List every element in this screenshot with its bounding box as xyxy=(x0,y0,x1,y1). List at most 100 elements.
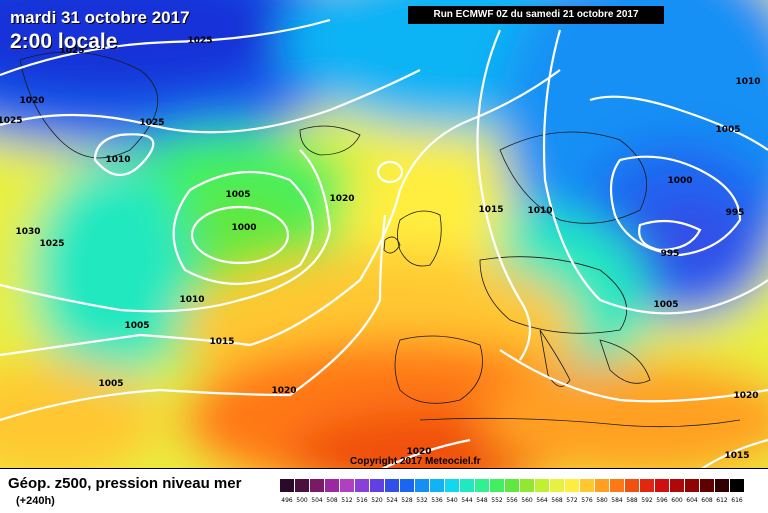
isobar-label: 1000 xyxy=(667,176,692,186)
isobar-label: 1005 xyxy=(98,379,123,389)
legend-value: 540 xyxy=(446,497,458,504)
legend-swatch xyxy=(310,479,324,492)
legend-value: 588 xyxy=(626,497,638,504)
legend-value: 512 xyxy=(341,497,353,504)
legend-value: 596 xyxy=(656,497,668,504)
isobar-label: 1030 xyxy=(15,227,40,237)
legend-swatch xyxy=(730,479,744,492)
isobar-label: 1000 xyxy=(231,223,256,233)
isobar-labels: 1025 1025 1020 1025 1025 1010 1005 1020 1000 1030… xyxy=(0,36,761,461)
legend-swatch xyxy=(445,479,459,492)
isobar-label: 1010 xyxy=(105,155,130,165)
legend-value: 580 xyxy=(596,497,608,504)
legend-value: 560 xyxy=(521,497,533,504)
isobar-label: 1020 xyxy=(271,386,296,396)
legend-swatch xyxy=(565,479,579,492)
legend-swatch xyxy=(475,479,489,492)
legend-value: 604 xyxy=(686,497,698,504)
isobar-label: 1005 xyxy=(124,321,149,331)
legend-swatch xyxy=(535,479,549,492)
isobar-label: 1015 xyxy=(724,451,749,461)
legend-value: 612 xyxy=(716,497,728,504)
legend-swatch xyxy=(415,479,429,492)
legend-value: 524 xyxy=(386,497,398,504)
field-title: Géop. z500, pression niveau mer xyxy=(8,475,242,492)
map-field: 1025 1025 1020 1025 1025 1010 1005 1020 1000 1030… xyxy=(0,0,768,468)
legend-value: 608 xyxy=(701,497,713,504)
legend-swatch xyxy=(400,479,414,492)
isobar-label: 1005 xyxy=(225,190,250,200)
legend-swatch xyxy=(490,479,504,492)
isobar-label: 1010 xyxy=(527,206,552,216)
legend-swatch xyxy=(640,479,654,492)
isobar-label: 995 xyxy=(661,249,680,259)
legend-swatch xyxy=(520,479,534,492)
isobar-label: 1020 xyxy=(406,447,431,457)
map-footer: Géop. z500, pression niveau mer (+240h) … xyxy=(0,468,768,513)
legend-swatch xyxy=(325,479,339,492)
isobar-label: 1025 xyxy=(0,116,23,126)
legend-value: 572 xyxy=(566,497,578,504)
legend-value: 496 xyxy=(281,497,293,504)
legend-value: 508 xyxy=(326,497,338,504)
isobar-lines xyxy=(0,18,768,468)
legend-swatch xyxy=(580,479,594,492)
model-run-label: Run ECMWF 0Z du samedi 21 octobre 2017 xyxy=(408,6,664,24)
legend-value: 504 xyxy=(311,497,323,504)
legend-swatch xyxy=(700,479,714,492)
isobar-label: 1015 xyxy=(209,337,234,347)
legend-value: 600 xyxy=(671,497,683,504)
legend-swatch xyxy=(370,479,384,492)
legend-swatch xyxy=(610,479,624,492)
legend-swatch xyxy=(430,479,444,492)
forecast-time: 2:00 locale xyxy=(10,30,118,53)
isobar-label: 1020 xyxy=(19,96,44,106)
legend-value: 556 xyxy=(506,497,518,504)
legend-swatch xyxy=(595,479,609,492)
isobar-label: 1010 xyxy=(735,77,760,87)
legend-value: 520 xyxy=(371,497,383,504)
legend-value: 536 xyxy=(431,497,443,504)
legend-value: 532 xyxy=(416,497,428,504)
legend-swatch xyxy=(655,479,669,492)
isobar-label: 1005 xyxy=(653,300,678,310)
isobar-label: 1015 xyxy=(478,205,503,215)
legend-swatch xyxy=(295,479,309,492)
legend-swatch xyxy=(385,479,399,492)
isobar-label: 1025 xyxy=(39,239,64,249)
legend-swatch xyxy=(715,479,729,492)
legend-value: 568 xyxy=(551,497,563,504)
legend-value: 564 xyxy=(536,497,548,504)
isobar-label: 1025 xyxy=(59,46,84,56)
lead-time: (+240h) xyxy=(16,495,55,507)
legend-swatch xyxy=(460,479,474,492)
isobar-label: 1010 xyxy=(179,295,204,305)
legend-swatch xyxy=(685,479,699,492)
legend-swatch xyxy=(280,479,294,492)
coastlines xyxy=(19,51,741,428)
legend-swatch xyxy=(625,479,639,492)
isobar-label: 995 xyxy=(726,208,745,218)
legend-value: 584 xyxy=(611,497,623,504)
color-legend: 496 500 504 508 512 516 520 524 528 532 536 540 544 5… xyxy=(280,479,744,504)
legend-value: 500 xyxy=(296,497,308,504)
legend-swatch xyxy=(505,479,519,492)
isobar-label: 1005 xyxy=(715,125,740,135)
isobar-label: 1025 xyxy=(187,36,212,46)
isobar-label: 1020 xyxy=(329,194,354,204)
legend-value: 544 xyxy=(461,497,473,504)
legend-value: 528 xyxy=(401,497,413,504)
legend-value: 616 xyxy=(731,497,743,504)
forecast-date: mardi 31 octobre 2017 xyxy=(10,8,190,27)
geopotential-field xyxy=(0,0,768,468)
legend-value: 548 xyxy=(476,497,488,504)
legend-value: 516 xyxy=(356,497,368,504)
isobar-label: 1020 xyxy=(733,391,758,401)
legend-swatch xyxy=(550,479,564,492)
legend-value: 592 xyxy=(641,497,653,504)
legend-value: 576 xyxy=(581,497,593,504)
legend-swatch xyxy=(670,479,684,492)
legend-swatch xyxy=(340,479,354,492)
legend-value: 552 xyxy=(491,497,503,504)
